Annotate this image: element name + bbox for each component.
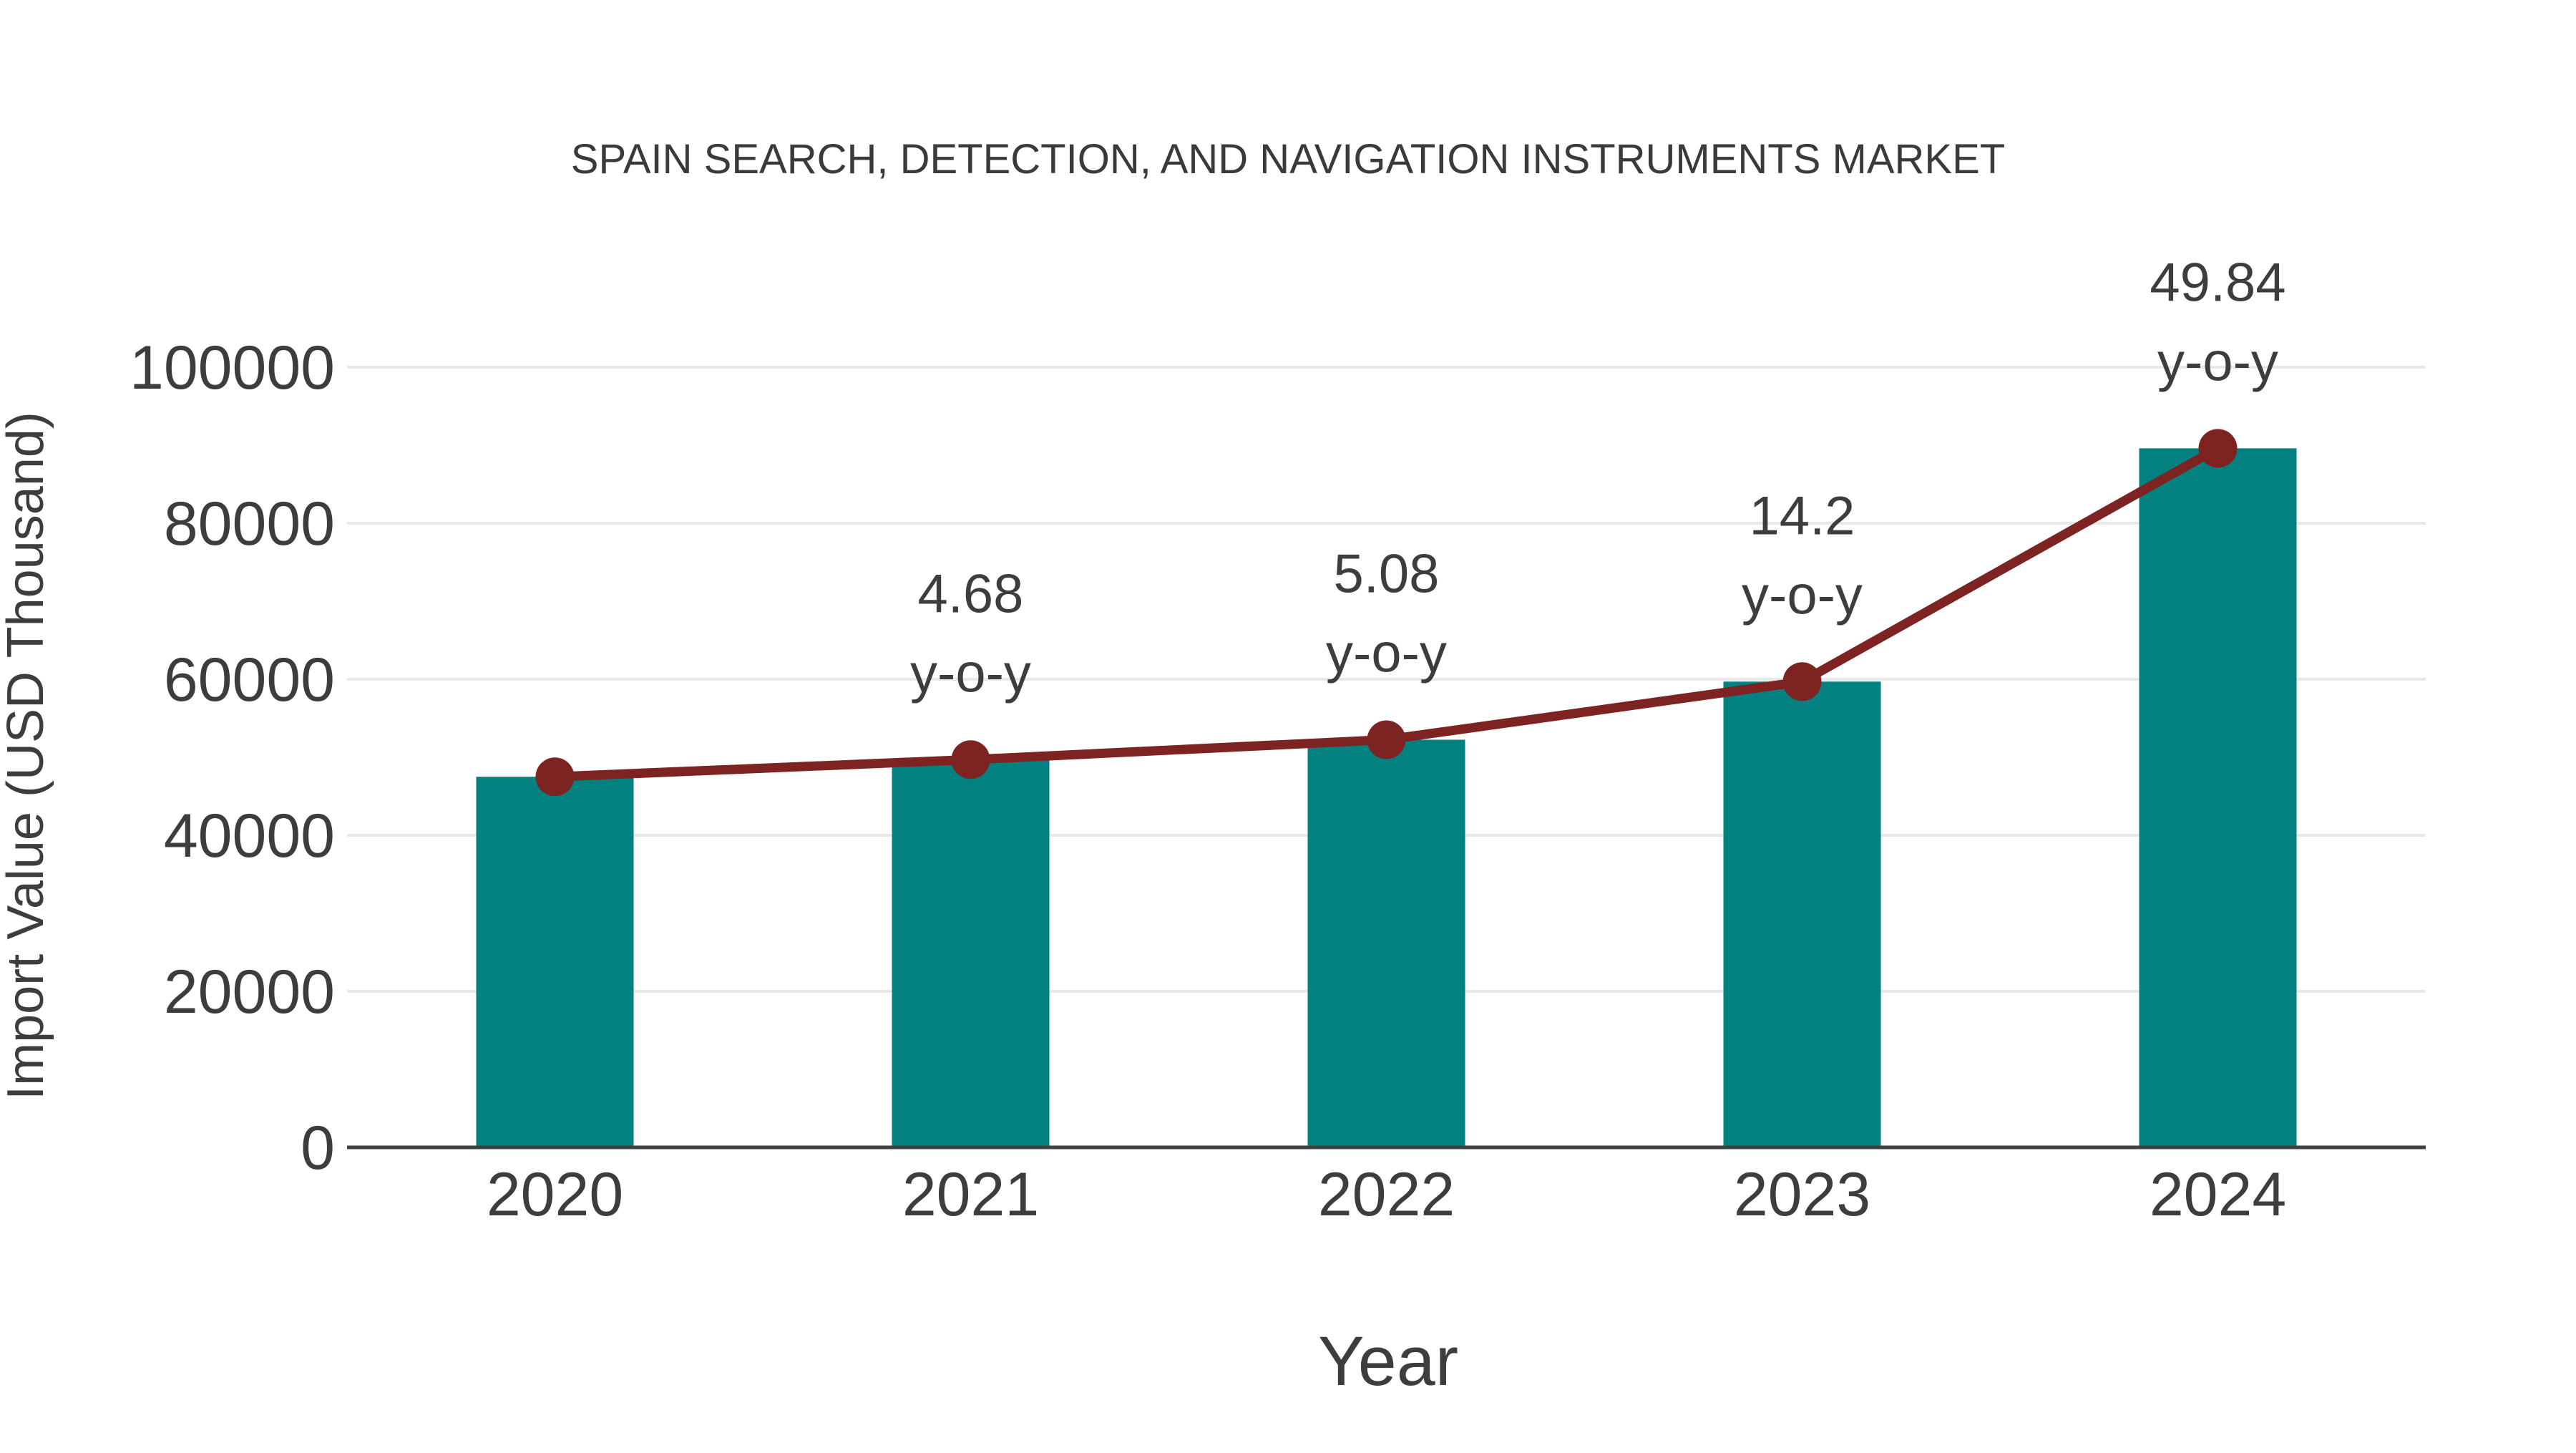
x-tick-label-2024: 2024	[2150, 1160, 2286, 1229]
y-tick-labels: 0 20000 40000 60000 80000 100000	[130, 334, 335, 1182]
line-marker-2022	[1367, 720, 1406, 759]
x-tick-label-2021: 2021	[902, 1160, 1039, 1229]
annotation-suffix-2023: y-o-y	[1742, 565, 1863, 626]
line-marker-2023	[1782, 662, 1822, 701]
y-axis-title: Import Value (USD Thousand)	[0, 412, 54, 1100]
line-markers	[535, 429, 2238, 797]
bar-2024	[2139, 448, 2297, 1148]
bar-series	[476, 448, 2297, 1148]
chart-title: SPAIN SEARCH, DETECTION, AND NAVIGATION …	[571, 136, 2005, 183]
bar-2020	[476, 777, 634, 1148]
annotation-suffix-2021: y-o-y	[910, 643, 1031, 704]
y-tick-label: 100000	[130, 334, 335, 402]
x-tick-label-2022: 2022	[1318, 1160, 1455, 1229]
y-tick-label: 20000	[164, 958, 335, 1026]
y-tick-label: 80000	[164, 490, 335, 558]
annotation-value-2024: 49.84	[2150, 252, 2285, 313]
point-annotations: 4.68 y-o-y 5.08 y-o-y 14.2 y-o-y 49.84 y-o-y	[910, 252, 2286, 704]
bar-2021	[892, 759, 1050, 1148]
annotation-value-2022: 5.08	[1334, 543, 1440, 604]
annotation-value-2021: 4.68	[918, 563, 1024, 624]
x-axis-title: Year	[1318, 1322, 1458, 1400]
line-marker-2021	[951, 740, 990, 779]
bar-2022	[1307, 739, 1465, 1148]
annotation-suffix-2022: y-o-y	[1326, 623, 1447, 684]
line-marker-2020	[535, 757, 575, 797]
x-tick-label-2020: 2020	[487, 1160, 623, 1229]
y-tick-label: 60000	[164, 646, 335, 714]
line-marker-2024	[2198, 429, 2238, 468]
annotation-value-2023: 14.2	[1750, 485, 1855, 546]
bar-2023	[1723, 681, 1881, 1148]
y-tick-label: 40000	[164, 802, 335, 870]
y-tick-label: 0	[301, 1114, 335, 1182]
x-tick-label-2023: 2023	[1734, 1160, 1870, 1229]
x-tick-labels: 2020 2021 2022 2023 2024	[487, 1160, 2286, 1229]
annotation-suffix-2024: y-o-y	[2157, 331, 2278, 392]
